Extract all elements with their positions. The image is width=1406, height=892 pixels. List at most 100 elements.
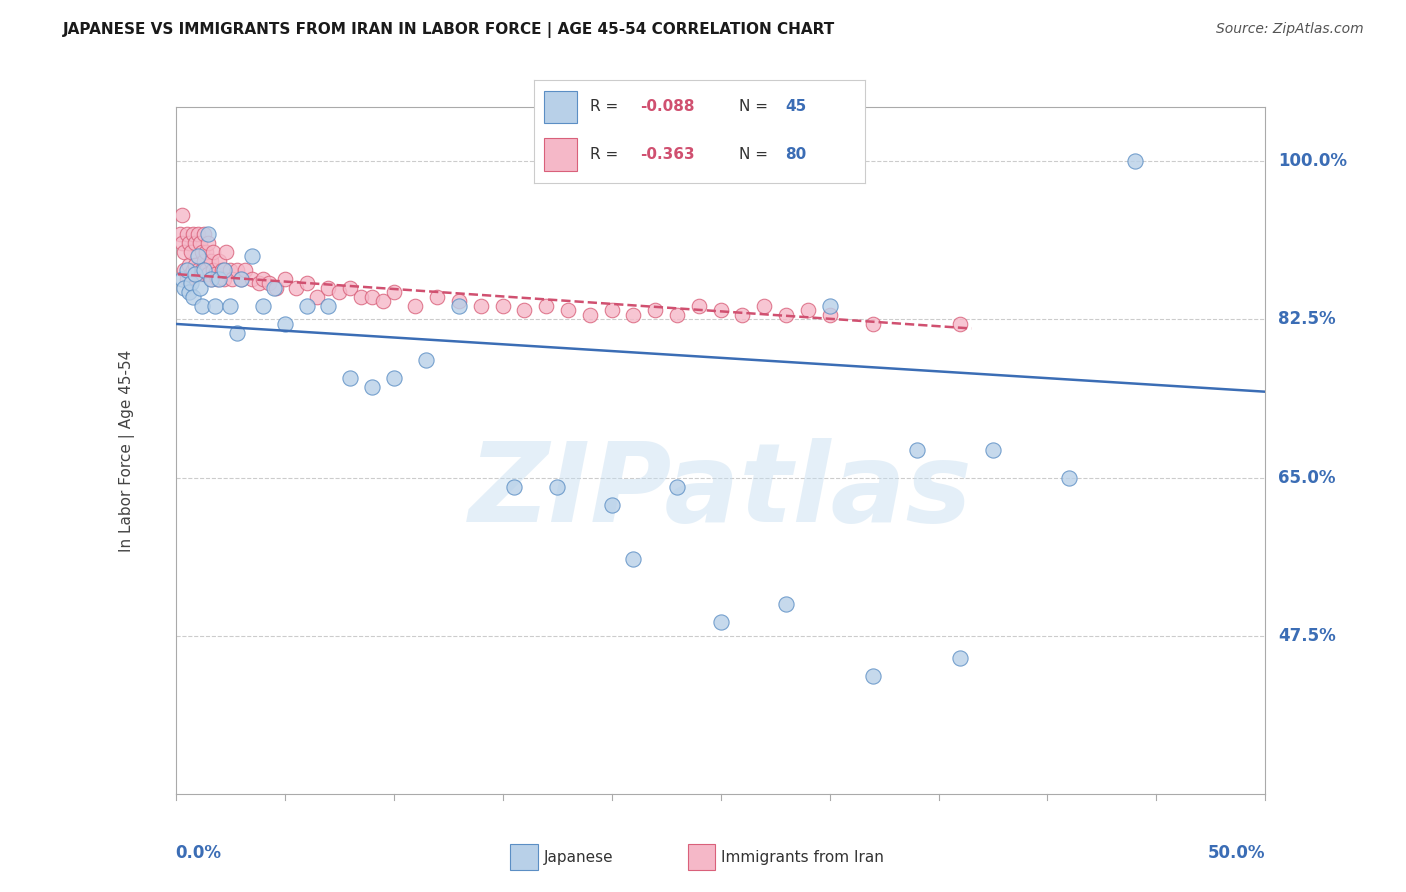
Point <box>212 271 235 285</box>
Point <box>219 262 242 277</box>
Point <box>200 271 222 285</box>
Point <box>240 271 263 285</box>
Point <box>284 281 307 295</box>
Point <box>775 308 797 322</box>
Point <box>360 380 382 394</box>
Text: -0.363: -0.363 <box>640 146 695 161</box>
Point <box>796 303 818 318</box>
Point <box>644 303 666 318</box>
Point <box>197 227 219 241</box>
Point <box>184 267 207 281</box>
Point <box>666 308 689 322</box>
Point <box>274 317 297 331</box>
Point <box>247 277 270 291</box>
Point <box>818 308 841 322</box>
Point <box>981 443 1004 458</box>
Text: Source: ZipAtlas.com: Source: ZipAtlas.com <box>1216 22 1364 37</box>
Text: 50.0%: 50.0% <box>1208 844 1265 862</box>
Point <box>905 443 928 458</box>
Point <box>184 235 207 250</box>
Point <box>492 299 515 313</box>
Point <box>186 249 209 263</box>
Text: N =: N = <box>740 99 773 114</box>
Text: Immigrants from Iran: Immigrants from Iran <box>721 850 884 864</box>
Point <box>557 303 579 318</box>
Point <box>328 285 350 300</box>
FancyBboxPatch shape <box>688 844 714 871</box>
Point <box>579 308 602 322</box>
Point <box>177 235 200 250</box>
Text: In Labor Force | Age 45-54: In Labor Force | Age 45-54 <box>118 350 135 551</box>
Point <box>193 262 215 277</box>
Point <box>205 271 228 285</box>
Text: 80: 80 <box>786 146 807 161</box>
Point <box>195 244 218 259</box>
Point <box>318 281 340 295</box>
Point <box>215 244 238 259</box>
Point <box>731 308 754 322</box>
Point <box>688 299 710 313</box>
Point <box>862 669 884 683</box>
Text: JAPANESE VS IMMIGRANTS FROM IRAN IN LABOR FORCE | AGE 45-54 CORRELATION CHART: JAPANESE VS IMMIGRANTS FROM IRAN IN LABO… <box>63 22 835 38</box>
Point <box>193 253 215 268</box>
Point <box>600 303 623 318</box>
Point <box>188 281 211 295</box>
Point <box>188 235 211 250</box>
Point <box>191 244 214 259</box>
Point <box>201 262 224 277</box>
Point <box>295 299 318 313</box>
Point <box>360 290 382 304</box>
Point <box>513 303 536 318</box>
Point <box>731 154 754 169</box>
Point <box>225 262 247 277</box>
Text: 82.5%: 82.5% <box>1278 310 1336 328</box>
Point <box>176 262 198 277</box>
Point <box>339 371 361 385</box>
Point <box>447 294 470 309</box>
Point <box>173 244 195 259</box>
Point <box>274 271 297 285</box>
Point <box>204 299 226 313</box>
Text: 100.0%: 100.0% <box>1278 153 1347 170</box>
Point <box>177 258 200 272</box>
Point <box>231 271 253 285</box>
Point <box>195 262 218 277</box>
Text: 0.0%: 0.0% <box>176 844 222 862</box>
Point <box>208 253 231 268</box>
Text: R =: R = <box>591 146 624 161</box>
Point <box>621 308 644 322</box>
Point <box>208 271 231 285</box>
Point <box>201 244 224 259</box>
Point <box>371 294 394 309</box>
Text: 47.5%: 47.5% <box>1278 627 1336 645</box>
Point <box>470 299 492 313</box>
Point <box>180 277 202 291</box>
Point <box>350 290 373 304</box>
Point <box>231 271 253 285</box>
Text: -0.088: -0.088 <box>640 99 695 114</box>
Point <box>176 271 198 285</box>
Point <box>200 253 222 268</box>
Point <box>710 303 733 318</box>
Point <box>307 290 329 304</box>
Text: R =: R = <box>591 99 624 114</box>
Point <box>710 615 733 630</box>
Point <box>176 227 198 241</box>
FancyBboxPatch shape <box>510 844 537 871</box>
Text: 45: 45 <box>786 99 807 114</box>
Text: N =: N = <box>740 146 773 161</box>
Text: 65.0%: 65.0% <box>1278 468 1336 486</box>
Point <box>225 326 247 340</box>
Point <box>252 271 274 285</box>
Point <box>546 480 568 494</box>
Point <box>818 299 841 313</box>
Text: ZIPatlas: ZIPatlas <box>468 438 973 545</box>
Point <box>447 299 470 313</box>
Point <box>173 281 195 295</box>
Point <box>263 281 285 295</box>
Point <box>211 262 233 277</box>
Point <box>186 262 209 277</box>
Point <box>339 281 361 295</box>
Point <box>318 299 340 313</box>
Point <box>169 227 191 241</box>
